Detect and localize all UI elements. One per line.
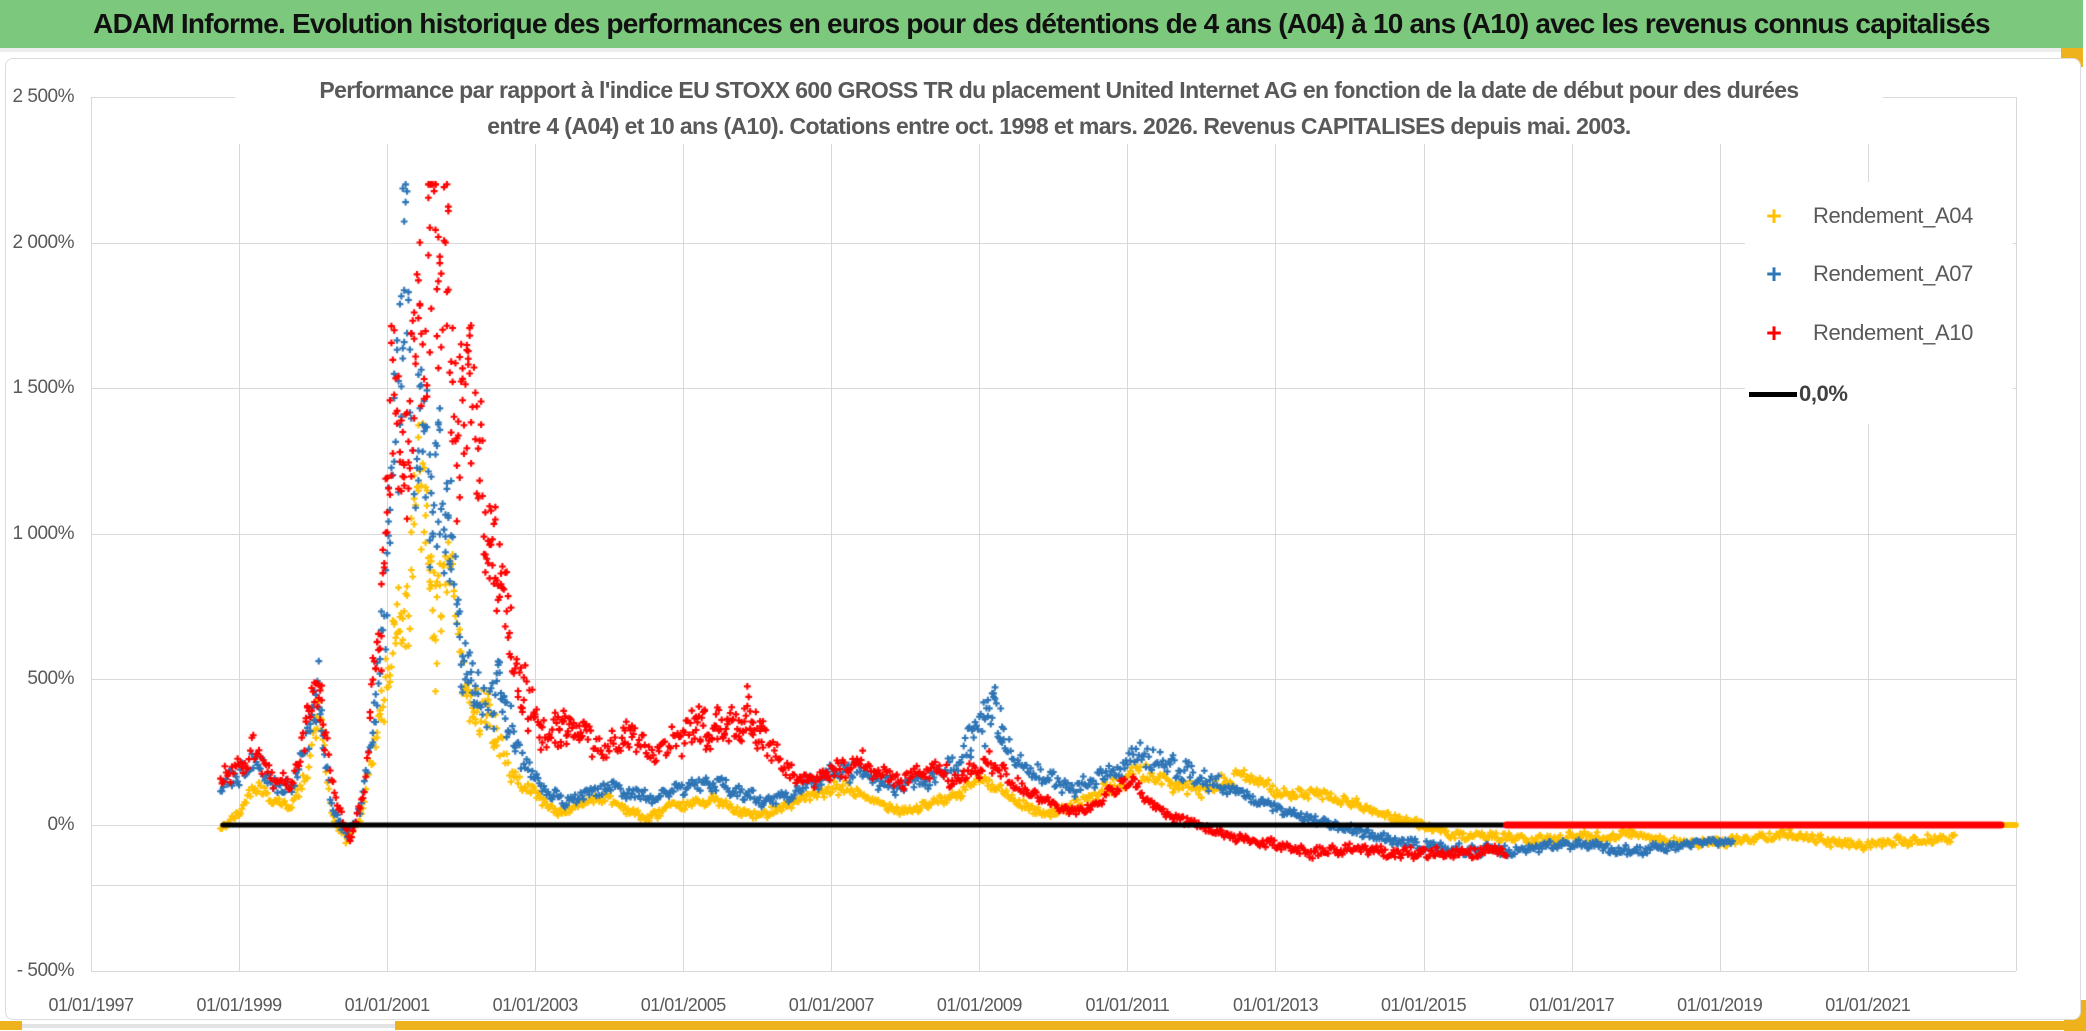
x-tick-label: 01/01/2021 xyxy=(1825,995,1911,1015)
legend-label: Rendement_A10 xyxy=(1813,320,1973,345)
chart-title: Performance par rapport à l'indice EU ST… xyxy=(235,72,1883,144)
y-tick-label: 0% xyxy=(47,814,75,835)
x-tick-label: 01/01/2015 xyxy=(1381,995,1467,1015)
legend-item-a07[interactable]: + Rendement_A07 xyxy=(1745,254,2013,294)
x-tick-label: 01/01/2003 xyxy=(492,995,579,1015)
x-tick-label: 01/01/2005 xyxy=(640,995,727,1015)
chart-title-line1: Performance par rapport à l'indice EU ST… xyxy=(319,77,1799,103)
legend-label: 0,0% xyxy=(1799,381,1848,406)
chart-title-line2: entre 4 (A04) et 10 ans (A10). Cotations… xyxy=(487,113,1631,139)
y-tick-label: 500% xyxy=(27,668,74,690)
legend-item-baseline[interactable]: 0,0% xyxy=(1745,374,2013,414)
x-tick-label: 01/01/2017 xyxy=(1529,995,1615,1015)
x-tick-label: 01/01/1997 xyxy=(48,995,134,1015)
legend-label: Rendement_A04 xyxy=(1813,203,1973,228)
y-tick-label: 1 500% xyxy=(12,377,75,399)
x-tick-label: 01/01/2019 xyxy=(1677,995,1763,1015)
y-tick-label: 1 000% xyxy=(12,522,75,544)
x-tick-label: 01/01/2007 xyxy=(788,995,875,1015)
x-tick-label: 01/01/1999 xyxy=(196,995,283,1015)
y-tick-label: 2 500% xyxy=(12,86,75,107)
y-tick-label: - 500% xyxy=(16,959,75,981)
y-tick-label: 2 000% xyxy=(12,231,75,253)
legend: + Rendement_A04 + Rendement_A07 + Rendem… xyxy=(1745,182,2013,424)
baseline-line-icon xyxy=(1749,391,1797,397)
legend-item-a04[interactable]: + Rendement_A04 xyxy=(1745,196,2013,236)
x-tick-label: 01/01/2001 xyxy=(344,995,431,1015)
plus-marker-icon: + xyxy=(1766,259,1782,289)
legend-label: Rendement_A07 xyxy=(1813,261,1973,286)
legend-item-a10[interactable]: + Rendement_A10 xyxy=(1745,313,2013,353)
plus-marker-icon: + xyxy=(1766,201,1782,231)
plus-marker-icon: + xyxy=(1766,318,1782,348)
x-tick-label: 01/01/2011 xyxy=(1085,995,1170,1015)
x-tick-label: 01/01/2009 xyxy=(936,995,1023,1015)
x-tick-label: 01/01/2013 xyxy=(1232,995,1319,1015)
